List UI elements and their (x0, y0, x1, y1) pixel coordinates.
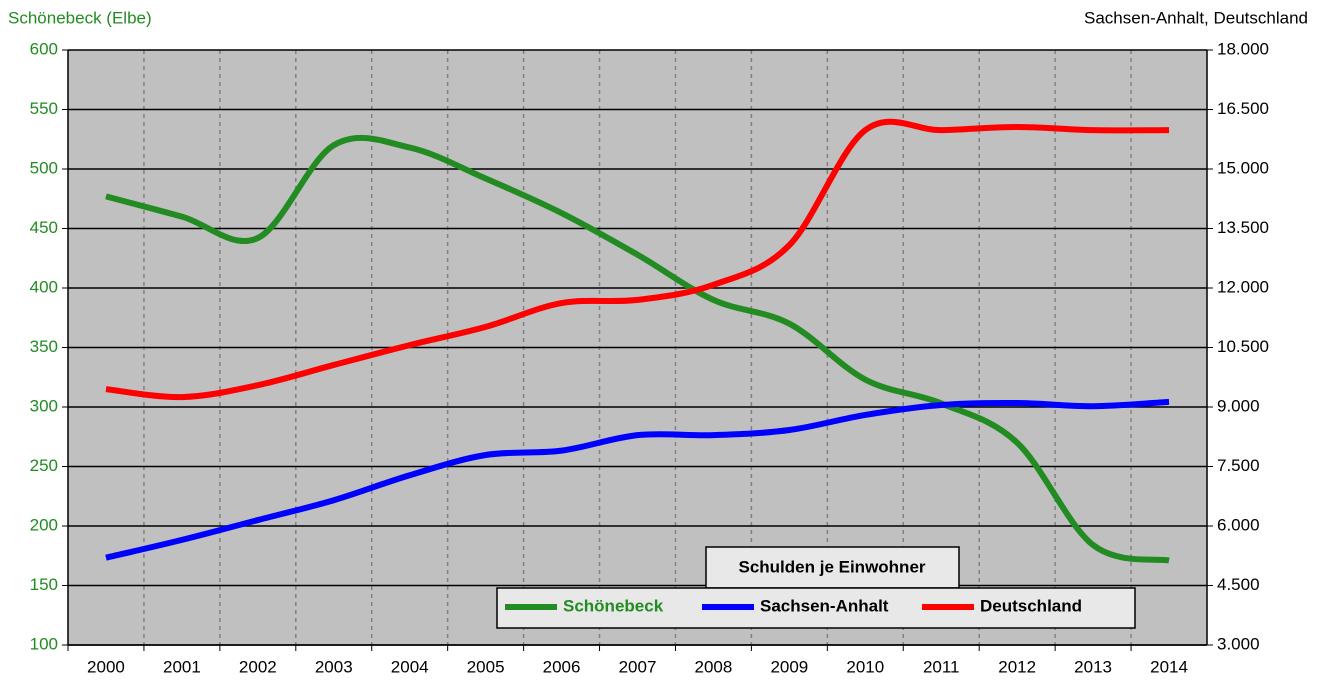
y-tick-label: 600 (30, 39, 58, 58)
x-tick-label: 2005 (467, 657, 505, 676)
x-tick-label: 2009 (770, 657, 808, 676)
y2-tick-label: 3.000 (1217, 634, 1260, 653)
y-tick-label: 550 (30, 99, 58, 118)
y-tick-label: 500 (30, 158, 58, 177)
y2-tick-label: 15.000 (1217, 158, 1269, 177)
legend-box (496, 587, 1136, 629)
x-tick-label: 2010 (846, 657, 884, 676)
y-tick-label: 200 (30, 515, 58, 534)
y2-tick-label: 16.500 (1217, 99, 1269, 118)
x-tick-label: 2013 (1074, 657, 1112, 676)
x-tick-label: 2012 (998, 657, 1036, 676)
y-tick-label: 250 (30, 456, 58, 475)
y2-tick-label: 10.500 (1217, 337, 1269, 356)
y-tick-label: 450 (30, 218, 58, 237)
y2-tick-label: 12.000 (1217, 277, 1269, 296)
x-tick-label: 2006 (543, 657, 581, 676)
legend-label: Schönebeck (563, 596, 664, 615)
y-tick-label: 400 (30, 277, 58, 296)
x-tick-label: 2001 (163, 657, 201, 676)
y2-tick-label: 4.500 (1217, 575, 1260, 594)
y-tick-label: 300 (30, 396, 58, 415)
x-tick-label: 2004 (391, 657, 429, 676)
y-tick-label: 100 (30, 634, 58, 653)
x-tick-label: 2007 (619, 657, 657, 676)
x-tick-label: 2000 (87, 657, 125, 676)
y-tick-label: 150 (30, 575, 58, 594)
x-tick-label: 2008 (695, 657, 733, 676)
y2-tick-label: 6.000 (1217, 515, 1260, 534)
y2-tick-label: 9.000 (1217, 396, 1260, 415)
x-tick-label: 2014 (1150, 657, 1188, 676)
y2-tick-label: 13.500 (1217, 218, 1269, 237)
x-tick-label: 2011 (923, 657, 960, 676)
legend-label: Sachsen-Anhalt (760, 596, 889, 615)
series-line (105, 398, 1170, 561)
y-tick-label: 350 (30, 337, 58, 356)
series-line (105, 118, 1170, 401)
y2-tick-label: 18.000 (1217, 39, 1269, 58)
legend-title: Schulden je Einwohner (738, 557, 925, 576)
series-line (105, 134, 1170, 564)
legend-title-box (705, 546, 960, 589)
x-tick-label: 2003 (315, 657, 353, 676)
y-axis-label: Schönebeck (Elbe) (8, 8, 152, 27)
legend-label: Deutschland (980, 596, 1082, 615)
y2-tick-label: 7.500 (1217, 456, 1260, 475)
y2-axis-label: Sachsen-Anhalt, Deutschland (1084, 8, 1308, 27)
x-tick-label: 2002 (239, 657, 277, 676)
